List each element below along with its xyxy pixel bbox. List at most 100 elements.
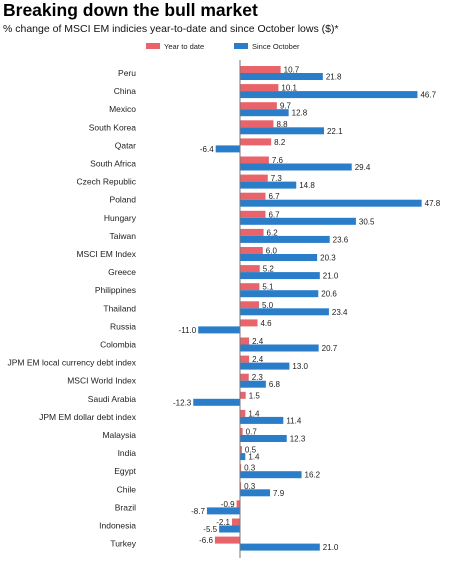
data-label: 10.7 <box>284 66 300 75</box>
data-label: 12.3 <box>290 435 306 444</box>
category-label: MSCI World Index <box>67 376 137 386</box>
data-label: 6.7 <box>268 192 280 201</box>
bar <box>240 210 266 218</box>
data-label: 1.5 <box>249 391 261 400</box>
bar <box>240 283 260 291</box>
data-label: 6.8 <box>269 380 281 389</box>
data-label: 21.0 <box>323 543 339 552</box>
data-label: 0.3 <box>244 482 256 491</box>
bar <box>240 181 297 189</box>
bar <box>240 290 319 298</box>
data-label: 47.8 <box>425 199 441 208</box>
legend-label-2: Since October <box>252 42 300 51</box>
bar <box>240 163 352 171</box>
bar <box>240 120 274 128</box>
category-label: Brazil <box>115 502 136 512</box>
data-label: 29.4 <box>355 163 371 172</box>
data-label: -8.7 <box>191 507 205 516</box>
category-label: Chile <box>117 484 137 494</box>
data-label: 8.2 <box>274 138 286 147</box>
category-label: Hungary <box>104 213 137 223</box>
category-label: South Korea <box>89 122 137 132</box>
data-label: 11.4 <box>286 416 302 425</box>
category-label: Philippines <box>95 285 136 295</box>
category-label: Egypt <box>114 466 136 476</box>
bar <box>240 109 289 117</box>
bar <box>240 373 249 381</box>
category-label: Poland <box>110 195 137 205</box>
data-label: 5.2 <box>263 265 275 274</box>
category-label: Czech Republic <box>76 177 136 187</box>
data-label: 20.3 <box>320 254 336 263</box>
bar <box>240 272 320 280</box>
data-label: -11.0 <box>179 326 197 335</box>
bar <box>240 73 323 80</box>
data-label: -5.5 <box>203 525 217 534</box>
bar <box>240 84 279 92</box>
bar <box>240 228 264 236</box>
bar <box>198 326 240 334</box>
data-label: 6.7 <box>268 210 280 219</box>
bar <box>240 355 250 363</box>
data-label: 4.6 <box>260 319 272 328</box>
data-label: 20.7 <box>322 344 338 353</box>
bar <box>240 416 284 424</box>
data-label: 5.0 <box>262 301 274 310</box>
data-label: 5.1 <box>262 283 274 292</box>
legend-swatch-2 <box>234 43 248 49</box>
bar <box>240 453 246 461</box>
bar <box>240 319 258 327</box>
data-label: 1.4 <box>248 453 260 462</box>
data-label: 22.1 <box>327 127 343 136</box>
data-label: 20.6 <box>321 290 337 299</box>
category-label: China <box>114 86 136 96</box>
data-label: 16.2 <box>305 471 321 480</box>
data-label: 46.7 <box>420 91 436 100</box>
category-label: South Africa <box>90 159 136 169</box>
data-label: 7.6 <box>272 156 284 165</box>
category-label: Russia <box>110 321 136 331</box>
bar <box>240 199 422 207</box>
data-label: 9.7 <box>280 102 292 111</box>
data-label: 12.8 <box>292 109 308 118</box>
bar <box>240 192 266 200</box>
data-label: 14.8 <box>299 181 315 190</box>
data-label: 2.4 <box>252 355 264 364</box>
bar <box>240 254 318 261</box>
bar <box>193 398 240 406</box>
bar <box>240 66 281 73</box>
bar <box>240 247 263 254</box>
bar <box>240 446 242 454</box>
data-label: 23.6 <box>333 235 349 244</box>
category-label: JPM EM local currency debt index <box>8 358 137 368</box>
category-label: Colombia <box>100 340 136 350</box>
bar <box>240 471 302 479</box>
bar <box>240 174 268 182</box>
bar <box>215 145 240 153</box>
bar <box>240 435 287 442</box>
data-label: 7.3 <box>271 174 283 183</box>
data-label: -6.6 <box>199 536 213 545</box>
data-label: 21.0 <box>323 272 339 281</box>
data-label: 6.0 <box>266 247 278 256</box>
category-label: Greece <box>108 267 136 277</box>
data-label: -0.9 <box>221 500 235 509</box>
data-label: 30.5 <box>359 217 375 226</box>
bar <box>240 102 277 110</box>
bar <box>240 391 246 399</box>
data-label: 21.8 <box>326 73 342 82</box>
data-label: 10.1 <box>281 84 297 93</box>
data-label: 13.0 <box>292 362 308 371</box>
category-label: Peru <box>118 68 136 78</box>
bar <box>232 518 240 526</box>
data-label: 0.5 <box>245 446 257 455</box>
bar <box>240 308 329 316</box>
data-label: 8.8 <box>276 120 288 129</box>
data-label: -12.3 <box>173 398 192 407</box>
chart-subtitle: % change of MSCI EM indicies year-to-dat… <box>3 23 339 35</box>
category-label: Saudi Arabia <box>88 394 136 404</box>
bar <box>219 525 240 533</box>
bar <box>240 91 418 99</box>
category-label: JPM EM dollar debt index <box>39 412 137 422</box>
